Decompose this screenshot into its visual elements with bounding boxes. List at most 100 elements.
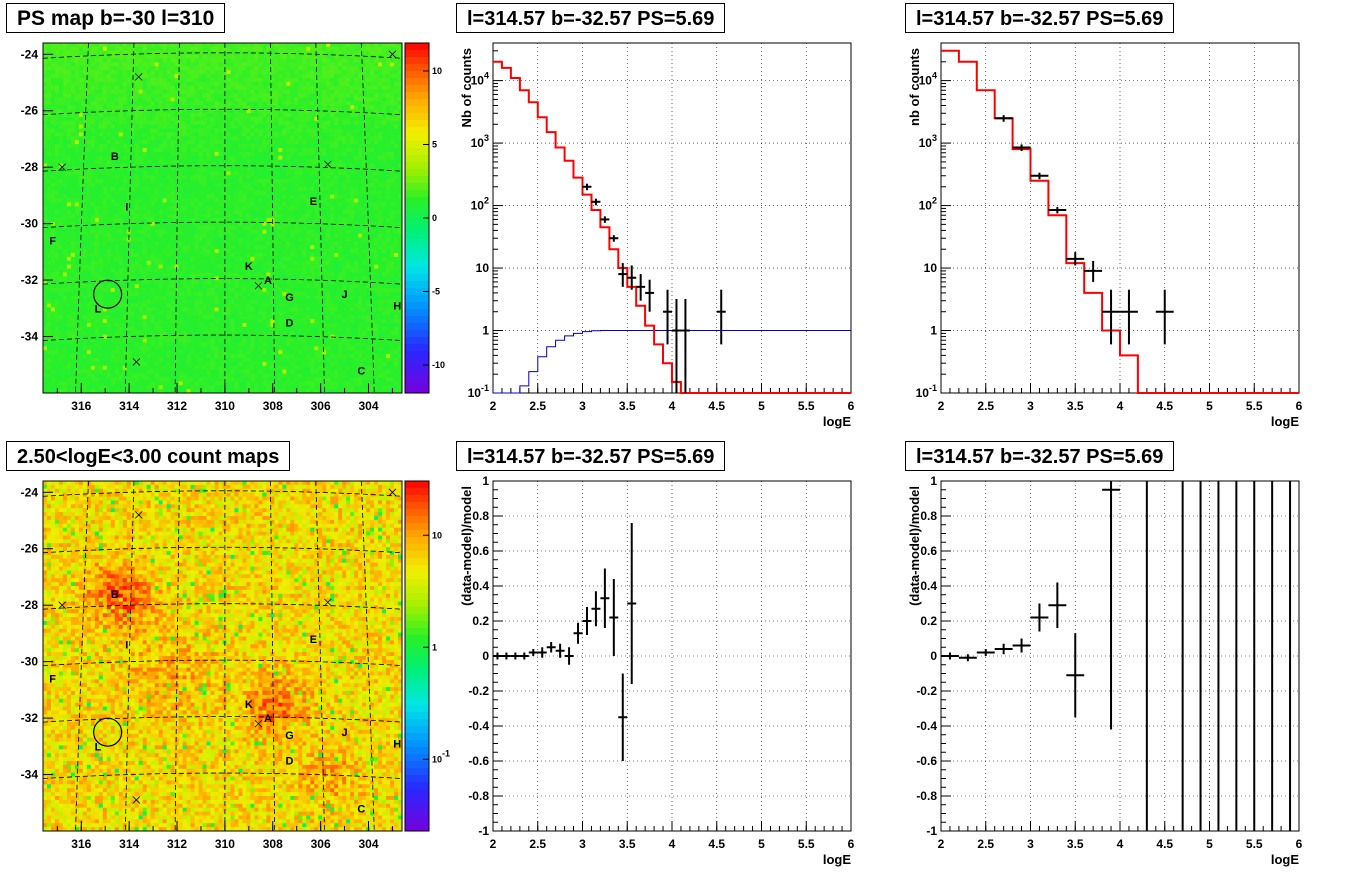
ps-map-x-tick: 308: [263, 399, 283, 413]
residual_fine-data-point: [502, 653, 511, 660]
counts-map-source-label: J: [341, 727, 347, 739]
residual_coarse-y-tick: 0.6: [920, 544, 937, 558]
ps-map-source-label: F: [49, 236, 56, 248]
spectrum_coarse-data-point: [1031, 173, 1049, 180]
residual_coarse-y-tick: -0.6: [916, 754, 937, 768]
count-map-title: 2.50<logE<3.00 count maps: [6, 441, 290, 471]
residual_coarse-x-tick: 2.5: [977, 837, 994, 851]
residual_fine-y-tick: -1: [478, 824, 489, 838]
counts-map-y-tick: -28: [21, 598, 39, 612]
spectrum_coarse-data-point: [1084, 261, 1102, 282]
spectrum_fine-data-point: [717, 290, 726, 345]
spectrum_fine-x-tick: 2.5: [529, 399, 546, 413]
spectrum_coarse-x-tick: 4: [1117, 399, 1124, 413]
spectrum_fine-data-point: [591, 199, 600, 206]
counts-map-x-tick: 314: [119, 837, 139, 851]
counts-map-source-label: G: [285, 730, 294, 742]
counts-map-source-label: C: [357, 803, 365, 815]
ps-map-source-label: G: [285, 292, 294, 304]
spectrum_fine-x-label: logE: [823, 414, 851, 429]
counts-colorbar-tick: 10-1: [432, 748, 450, 764]
residual_fine-data-point: [609, 579, 618, 656]
counts-map-source-label: K: [245, 699, 253, 711]
residual_fine-y-tick: 0: [482, 649, 489, 663]
spectrum_coarse-y-label: nb of counts: [907, 48, 922, 126]
residual_fine-x-tick: 2: [490, 837, 497, 851]
residual_fine-x-tick: 4: [669, 837, 676, 851]
spectrum_coarse-data-point: [1156, 290, 1174, 345]
spectrum_coarse-y-tick: 10-1: [916, 383, 937, 400]
ps-map-source-label: E: [310, 196, 317, 208]
residual_coarse-y-tick: -0.2: [916, 684, 937, 698]
residual_fine-data-point: [556, 644, 565, 658]
spectrum_coarse-x-tick: 5.5: [1246, 399, 1263, 413]
counts-colorbar-tick: 10: [432, 530, 442, 540]
residual_fine-y-tick: -0.4: [468, 719, 489, 733]
residual_coarse-y-tick: 1: [930, 474, 937, 488]
counts-map-y-tick: -26: [21, 542, 39, 556]
residual_coarse-y-tick: 0.4: [920, 579, 937, 593]
residual_coarse-x-tick: 6: [1296, 837, 1303, 851]
ps-map-y-tick: -34: [21, 330, 39, 344]
spectrum-coarse-title: l=314.57 b=-32.57 PS=5.69: [905, 3, 1174, 33]
ps-colorbar-tick: -10: [432, 360, 445, 370]
residual_coarse-y-tick: -0.4: [916, 719, 937, 733]
counts-map-source-label: I: [125, 640, 128, 652]
spectrum_coarse-data-point: [1120, 290, 1138, 345]
counts-map-source-label: B: [111, 589, 119, 601]
spectrum_coarse-x-tick: 6: [1296, 399, 1303, 413]
residual_coarse-data-point: [941, 653, 959, 660]
spectrum_fine-x-tick: 3.5: [619, 399, 636, 413]
spectrum_fine-data-point: [600, 216, 609, 223]
ps-colorbar-tick: 0: [432, 213, 437, 223]
residual_fine-data-point: [591, 591, 600, 626]
spectrum_fine-y-tick: 102: [471, 196, 489, 213]
spectrum_fine-data-point: [663, 290, 672, 345]
residual-fine-title: l=314.57 b=-32.57 PS=5.69: [456, 441, 725, 471]
ps-map-source-label: D: [286, 317, 294, 329]
spectrum_fine-data-point: [583, 184, 592, 191]
counts-map-source-label: E: [310, 634, 317, 646]
residual_coarse-x-tick: 4.5: [1156, 837, 1173, 851]
spectrum_coarse-x-tick: 2: [938, 399, 945, 413]
residual_coarse-y-tick: -1: [926, 824, 937, 838]
residual_coarse-y-tick: -0.8: [916, 789, 937, 803]
spectrum_coarse-x-tick: 3.5: [1067, 399, 1084, 413]
counts-map-x-tick: 304: [358, 837, 378, 851]
residual-coarse-title: l=314.57 b=-32.57 PS=5.69: [905, 441, 1174, 471]
residual_fine-y-tick: 0.2: [472, 614, 489, 628]
counts-map-y-tick: -24: [21, 485, 39, 499]
spectrum_coarse-data-point: [995, 115, 1013, 122]
spectrum_fine-data-point: [681, 299, 690, 393]
residual_coarse-data-point: [995, 644, 1013, 655]
residual_fine-y-tick: 0.4: [472, 579, 489, 593]
residual_fine-x-tick: 6: [848, 837, 855, 851]
spectrum_fine-grid: [493, 43, 851, 393]
residual_coarse-x-tick: 5: [1206, 837, 1213, 851]
spectrum_fine-data-point: [609, 235, 618, 242]
spectrum_fine-x-tick: 5: [758, 399, 765, 413]
residual_fine-grid: [493, 481, 851, 831]
spectrum_coarse-y-tick: 10: [924, 261, 938, 275]
ps-map-y-tick: -28: [21, 160, 39, 174]
residual_coarse-x-tick: 5.5: [1246, 837, 1263, 851]
residual_fine-data-point: [529, 649, 538, 656]
spectrum_coarse-data-point: [1048, 207, 1066, 214]
residual_fine-x-tick: 5: [758, 837, 765, 851]
spectrum-fine-title: l=314.57 b=-32.57 PS=5.69: [456, 3, 725, 33]
spectrum_coarse-model-line: [941, 51, 1299, 393]
ps-map-x-tick: 316: [71, 399, 91, 413]
ps-map-y-tick: -26: [21, 104, 39, 118]
ps-map-x-tick: 310: [215, 399, 235, 413]
residual_coarse-x-label: logE: [1271, 852, 1299, 867]
residual_fine-y-tick: 0.8: [472, 509, 489, 523]
ps-map-x-tick: 306: [311, 399, 331, 413]
spectrum_fine-x-tick: 2: [490, 399, 497, 413]
ps-map-heatmap: [43, 43, 402, 393]
ps-map-source-label: J: [341, 289, 347, 301]
spectrum_coarse-data-point: [1102, 290, 1120, 345]
residual_fine-data-point: [583, 607, 592, 635]
residual_fine-x-tick: 3.5: [619, 837, 636, 851]
counts-map-source-label: F: [49, 674, 56, 686]
residual_coarse-y-tick: 0: [930, 649, 937, 663]
